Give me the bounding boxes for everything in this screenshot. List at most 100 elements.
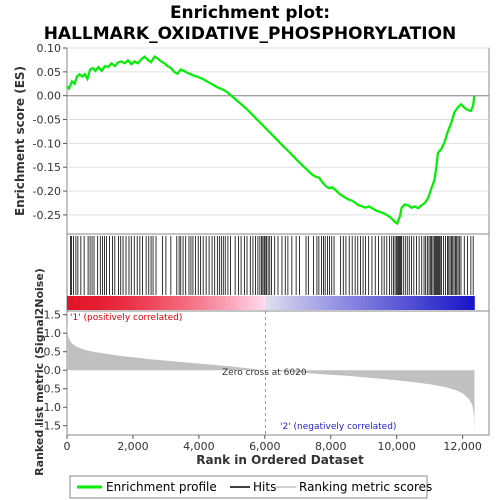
rank-color-segment	[85, 296, 90, 310]
rank-color-segment	[166, 296, 172, 310]
metric-y-tick-label: 1.5	[44, 309, 62, 322]
rank-color-segment	[420, 296, 425, 310]
rank-color-segment	[248, 296, 253, 310]
rank-color-segment	[71, 296, 77, 310]
legend-metric-label: Ranking metric scores	[299, 480, 432, 494]
zero-cross-label: Zero cross at 6020	[222, 368, 307, 378]
x-tick-label: 8,000	[315, 440, 347, 453]
rank-color-segment	[89, 296, 95, 310]
rank-color-segment	[429, 296, 435, 310]
rank-color-segment	[284, 296, 290, 310]
rank-color-segment	[442, 296, 448, 310]
es-y-tick-label: -0.10	[33, 137, 61, 150]
rank-color-segment	[94, 296, 99, 310]
rank-color-segment	[162, 296, 167, 310]
es-y-tick-label: -0.25	[33, 209, 61, 222]
metric-area-group	[67, 311, 475, 435]
x-tick-label: 10,000	[377, 440, 416, 453]
rank-color-segment	[121, 296, 127, 310]
rank-color-segment	[465, 296, 471, 310]
rank-color-segment	[134, 296, 140, 310]
rank-color-segment	[325, 296, 330, 310]
rank-color-segment	[415, 296, 421, 310]
rank-color-segment	[406, 296, 412, 310]
rank-color-segment	[270, 296, 276, 310]
rank-color-segment	[153, 296, 158, 310]
rank-color-segment	[370, 296, 376, 310]
rank-color-segment	[302, 296, 308, 310]
rank-color-segment	[189, 296, 195, 310]
rank-color-segment	[266, 296, 272, 310]
rank-color-segment	[402, 296, 407, 310]
es-gridlines	[67, 47, 489, 216]
rank-color-segment	[171, 296, 176, 310]
rank-color-segment	[143, 296, 149, 310]
es-y-tick-label: 0.00	[37, 90, 62, 103]
x-axis-title: Rank in Ordered Dataset	[196, 453, 364, 467]
rank-color-segment	[175, 296, 181, 310]
rank-color-segment	[279, 296, 285, 310]
enrichment-profile-line	[66, 55, 476, 226]
rank-color-segment	[388, 296, 394, 310]
rank-color-segment	[424, 296, 430, 310]
rank-color-segment	[207, 296, 213, 310]
rank-color-segment	[329, 296, 335, 310]
rank-color-segment	[316, 296, 321, 310]
rank-color-segment	[239, 296, 244, 310]
rank-color-segment	[139, 296, 145, 310]
metric-y-axis-title: Ranked list metric (Signal2Noise)	[33, 268, 46, 476]
rank-color-segment	[225, 296, 231, 310]
rank-color-segment	[234, 296, 240, 310]
rank-color-segment	[469, 296, 475, 310]
x-axis-ticks: 0 2,000 4,000 6,000 8,000 10,000 12,000	[64, 435, 482, 453]
rank-color-segment	[198, 296, 204, 310]
rank-color-segment	[130, 296, 136, 310]
rank-color-segment	[220, 296, 226, 310]
metric-y-ticks: 1.5 1.0 0.5 0.0 -0.5 -1.0 -1.5	[40, 309, 67, 433]
metric-y-tick-label: -0.5	[40, 383, 61, 396]
rank-color-segment	[347, 296, 353, 310]
rank-color-segment	[275, 296, 281, 310]
rank-color-segment	[311, 296, 317, 310]
rank-color-segment	[343, 296, 349, 310]
metric-y-tick-label: 0.5	[44, 346, 62, 359]
rank-color-segment	[261, 296, 267, 310]
metric-y-tick-label: -1.0	[40, 401, 61, 414]
x-tick-label: 6,000	[249, 440, 281, 453]
x-tick-label: 12,000	[443, 440, 482, 453]
rank-color-segment	[447, 296, 453, 310]
rank-color-segment	[148, 296, 154, 310]
positive-correlation-label: '1' (positively correlated)	[70, 313, 182, 323]
rank-color-segment	[288, 296, 294, 310]
es-y-tick-label: 0.05	[37, 66, 62, 79]
rank-color-segment	[361, 296, 367, 310]
rank-color-segment	[293, 296, 299, 310]
rank-color-segment	[438, 296, 444, 310]
rank-color-segment	[98, 296, 104, 310]
rank-color-segment	[460, 296, 466, 310]
rank-color-segment	[229, 296, 235, 310]
rank-color-segment	[80, 296, 86, 310]
rank-color-segment	[112, 296, 118, 310]
rank-color-segment	[103, 296, 109, 310]
rank-color-segment	[334, 296, 339, 310]
es-y-axis-title: Enrichment score (ES)	[13, 66, 27, 216]
rank-color-segment	[356, 296, 362, 310]
es-y-tick-label: -0.15	[33, 161, 61, 174]
rank-color-segment	[107, 296, 113, 310]
rank-color-segment	[257, 296, 262, 310]
chart-title-line1: Enrichment plot:	[170, 3, 330, 23]
metric-y-tick-label: -1.5	[40, 420, 61, 433]
rank-color-segment	[180, 296, 186, 310]
rank-color-segment	[320, 296, 326, 310]
rank-color-segment	[76, 296, 81, 310]
rank-color-segment	[306, 296, 312, 310]
rank-color-segment	[216, 296, 222, 310]
rank-color-segment	[365, 296, 371, 310]
rank-color-segment	[67, 296, 72, 310]
es-y-tick-label: -0.20	[33, 185, 61, 198]
rank-color-segment	[397, 296, 403, 310]
metric-y-tick-label: 1.0	[44, 327, 62, 340]
rank-color-segment	[211, 296, 217, 310]
rank-color-bar	[67, 296, 475, 310]
